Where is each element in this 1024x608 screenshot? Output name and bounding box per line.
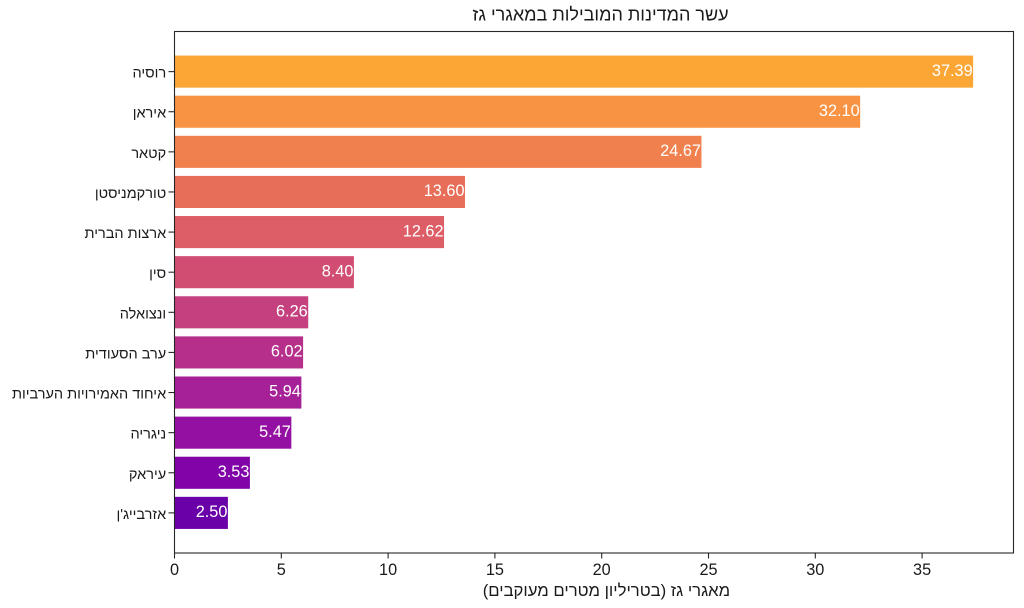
svg-text:ערב הסעודית: ערב הסעודית [85,346,166,362]
svg-text:5: 5 [277,561,286,579]
svg-text:סין: סין [149,266,166,282]
svg-text:5.47: 5.47 [259,423,291,441]
svg-text:15: 15 [486,561,504,579]
svg-text:6.26: 6.26 [276,303,308,321]
svg-text:מאגרי גז (בטריליון מטרים מעוקב: מאגרי גז (בטריליון מטרים מעוקבים) [483,581,730,600]
svg-text:קטאר: קטאר [131,146,166,162]
svg-text:עשר המדינות המובילות במאגרי גז: עשר המדינות המובילות במאגרי גז [473,5,729,25]
svg-text:20: 20 [593,561,611,579]
svg-text:איראן: איראן [133,106,167,122]
svg-text:30: 30 [806,561,824,579]
svg-text:25: 25 [699,561,717,579]
svg-text:13.60: 13.60 [424,182,465,200]
svg-text:32.10: 32.10 [819,102,860,120]
svg-text:ונצואלה: ונצואלה [120,305,166,322]
svg-text:12.62: 12.62 [403,222,444,240]
svg-text:37.39: 37.39 [932,62,973,80]
svg-text:ארצות הברית: ארצות הברית [85,226,167,242]
svg-text:0: 0 [170,561,179,579]
svg-text:5.94: 5.94 [269,383,301,401]
svg-text:רוסיה: רוסיה [133,66,167,82]
svg-text:24.67: 24.67 [660,142,701,160]
svg-text:ניגריה: ניגריה [131,427,167,443]
svg-text:אזרבייג'ן: אזרבייג'ן [116,507,166,523]
svg-text:עיראק: עיראק [129,467,166,483]
svg-text:טורקמניסטן: טורקמניסטן [95,186,166,202]
svg-text:איחוד האמירויות הערביות: איחוד האמירויות הערביות [12,387,166,403]
svg-text:10: 10 [379,561,397,579]
svg-text:35: 35 [913,561,931,579]
svg-text:2.50: 2.50 [196,503,228,521]
svg-text:8.40: 8.40 [322,262,354,280]
svg-text:6.02: 6.02 [271,343,303,361]
svg-text:3.53: 3.53 [218,463,250,481]
